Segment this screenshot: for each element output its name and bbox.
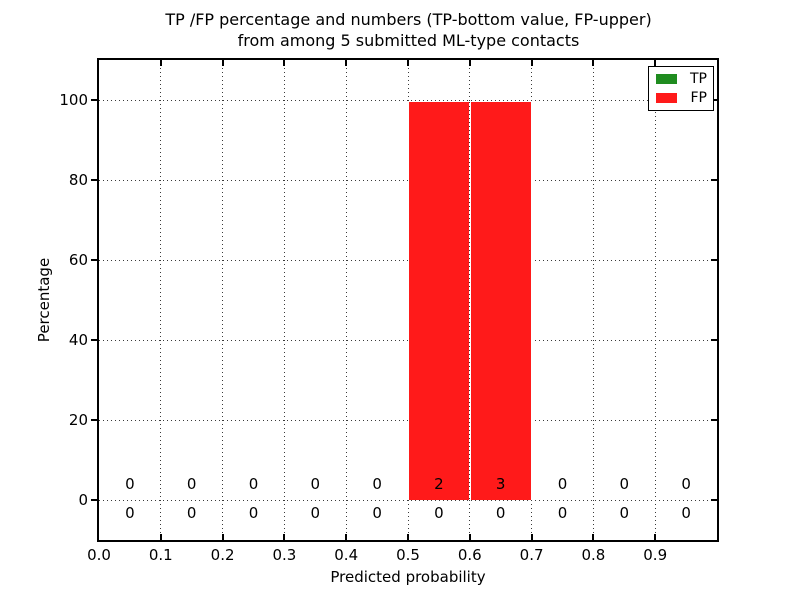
plot-area: TP FP 0 20 40 60 80 100 0.0 0.1 0.2 0.3 0.4 0.5 0.6 0.… <box>59 58 719 564</box>
legend-swatch-tp <box>656 74 677 84</box>
count-fp: 0 <box>619 475 630 493</box>
count-fp: 3 <box>495 475 506 493</box>
y-tick-label: 80 <box>68 171 88 189</box>
x-tick-mark <box>530 60 533 66</box>
count-tp: 0 <box>372 504 382 522</box>
count-fp: 0 <box>125 475 135 493</box>
count-tp: 0 <box>619 504 630 522</box>
x-tick-mark <box>345 534 348 540</box>
y-tick-mark <box>711 259 717 261</box>
y-tick-mark <box>711 179 717 181</box>
count-fp: 0 <box>681 475 691 493</box>
x-gridline <box>592 60 594 540</box>
x-gridline <box>531 60 533 540</box>
x-tick-label: 0.8 <box>581 546 606 564</box>
bar-fp <box>408 102 470 500</box>
count-fp: 2 <box>434 475 444 493</box>
chart-title-line1: TP /FP percentage and numbers (TP-bottom… <box>165 10 652 29</box>
x-tick-mark <box>530 534 533 540</box>
x-gridline <box>654 60 656 540</box>
count-fp: 0 <box>372 475 382 493</box>
x-tick-label: 0.4 <box>334 546 359 564</box>
y-tick-label: 60 <box>68 251 88 269</box>
x-tick-mark <box>407 60 409 66</box>
count-tp: 0 <box>310 504 321 522</box>
x-tick-label: 0.2 <box>210 546 235 564</box>
y-axis-label: Percentage <box>35 257 53 343</box>
x-gridline <box>283 60 285 540</box>
x-tick-mark <box>283 534 286 540</box>
count-tp: 0 <box>434 504 444 522</box>
count-fp: 0 <box>186 475 197 493</box>
x-tick-mark <box>159 534 162 540</box>
x-tick-mark <box>221 60 224 66</box>
y-tick-mark <box>91 179 97 181</box>
x-tick-mark <box>468 60 471 66</box>
count-tp: 0 <box>681 504 691 522</box>
x-gridline <box>160 60 162 540</box>
x-tick-mark <box>654 60 657 66</box>
count-tp: 0 <box>186 504 197 522</box>
legend-label-tp: TP <box>690 71 707 87</box>
count-tp: 0 <box>557 504 568 522</box>
y-tick-label: 20 <box>68 411 88 429</box>
x-tick-mark <box>592 534 595 540</box>
count-fp: 0 <box>310 475 321 493</box>
x-tick-mark <box>221 534 224 540</box>
x-tick-mark <box>345 60 348 66</box>
legend-item-fp: FP <box>656 91 707 105</box>
y-tick-label: 40 <box>68 331 88 349</box>
y-tick-mark <box>91 259 97 261</box>
x-tick-label: 0.5 <box>396 546 420 564</box>
count-tp: 0 <box>248 504 259 522</box>
x-axis-label: Predicted probability <box>330 568 486 586</box>
legend-swatch-fp <box>656 93 677 103</box>
count-tp: 0 <box>125 504 135 522</box>
count-fp: 0 <box>248 475 259 493</box>
legend-label-fp: FP <box>690 90 708 106</box>
x-gridline <box>222 60 224 540</box>
count-fp: 0 <box>557 475 568 493</box>
x-tick-label: 0.7 <box>519 546 544 564</box>
legend-item-tp: TP <box>656 72 707 86</box>
bar-fp <box>469 102 532 500</box>
y-tick-mark <box>91 99 97 101</box>
count-tp: 0 <box>495 504 506 522</box>
chart-title: TP /FP percentage and numbers (TP-bottom… <box>98 9 719 51</box>
x-tick-mark <box>654 534 657 540</box>
x-tick-label: 0.3 <box>272 546 297 564</box>
x-tick-mark <box>407 534 409 540</box>
x-tick-mark <box>468 534 471 540</box>
legend: TP FP <box>648 66 714 111</box>
x-tick-mark <box>283 60 286 66</box>
y-tick-label: 0 <box>78 491 88 509</box>
x-tick-label: 0.0 <box>87 546 111 564</box>
y-tick-mark <box>711 339 717 341</box>
y-tick-mark <box>91 339 97 341</box>
y-tick-mark <box>711 419 717 421</box>
x-tick-label: 0.6 <box>457 546 482 564</box>
y-tick-mark <box>711 499 717 501</box>
y-tick-mark <box>711 99 717 101</box>
y-tick-label: 100 <box>59 91 88 109</box>
bar-gap-gridline <box>469 102 471 500</box>
y-tick-mark <box>91 499 97 501</box>
y-tick-mark <box>91 419 97 421</box>
chart-title-line2: from among 5 submitted ML-type contacts <box>237 31 580 50</box>
x-tick-label: 0.9 <box>643 546 668 564</box>
x-tick-label: 0.1 <box>148 546 173 564</box>
x-tick-mark <box>592 60 595 66</box>
x-tick-mark <box>159 60 162 66</box>
x-gridline <box>345 60 347 540</box>
